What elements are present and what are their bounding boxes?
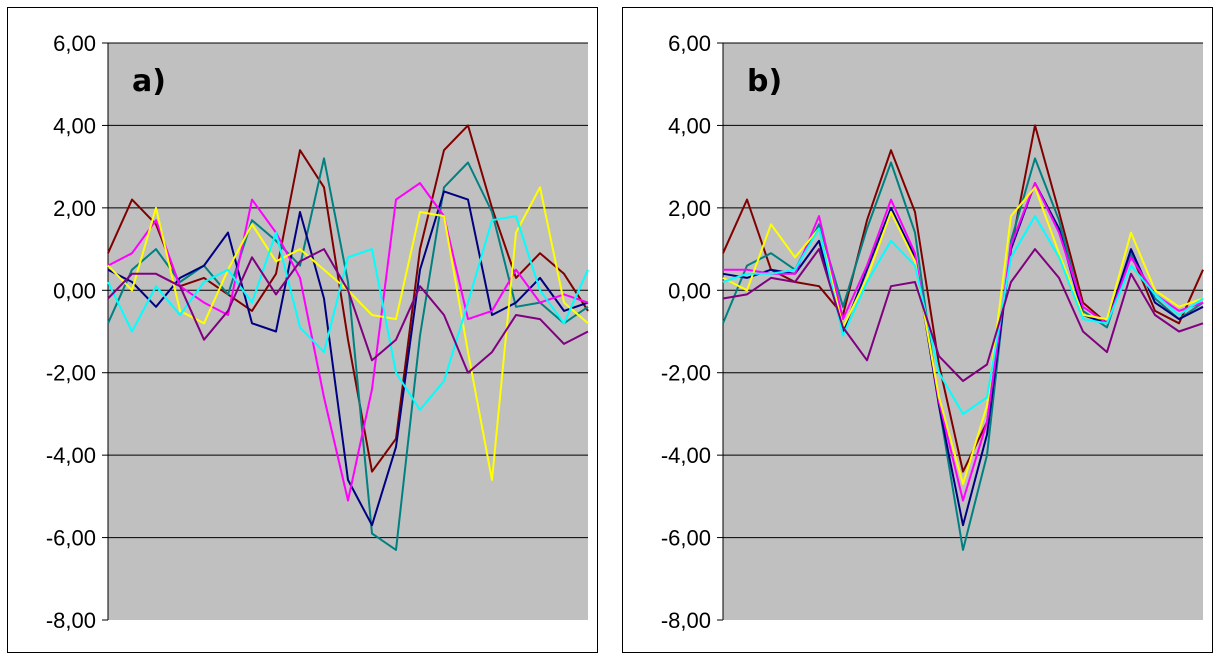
series-line-6 [722,215,1204,415]
y-tick-label: 2,00 [668,196,711,221]
y-tick-label: -2,00 [661,361,711,386]
panel-label: b) [747,64,782,99]
series-line-7 [722,248,1204,382]
y-tick-label: 0,00 [668,278,711,303]
series-line-3 [722,182,1204,527]
y-tick-label: -8,00 [46,608,96,633]
chart-panel-a: 6,00 4,00 2,00 0,00 -2,00 -4,00 -6,00 -8,00 a) [7,7,598,653]
series-line-2 [107,157,589,551]
chart-a-svg: 6,00 4,00 2,00 0,00 -2,00 -4,00 -6,00 -8,00 a) [46,31,589,633]
panel-label: a) [132,64,166,99]
y-tick-label: 4,00 [668,113,711,138]
y-tick-label: -4,00 [661,443,711,468]
y-tick-label: -4,00 [46,443,96,468]
series-line-7 [107,248,589,374]
y-tick-label: 0,00 [53,278,96,303]
y-tick-label: 6,00 [53,31,96,56]
plot-area [108,43,588,620]
y-tick-label: 6,00 [668,31,711,56]
chart-panel-b: 6,00 4,00 2,00 0,00 -2,00 -4,00 -6,00 -8,00 b) [622,7,1213,653]
series-line-5 [722,186,1204,485]
y-tick-label: -2,00 [46,361,96,386]
chart-b-svg: 6,00 4,00 2,00 0,00 -2,00 -4,00 -6,00 -8,00 b) [661,31,1204,633]
series-line-4 [107,182,589,502]
y-tick-label: -6,00 [661,526,711,551]
y-tick-label: -8,00 [661,608,711,633]
series-line-1 [107,124,589,473]
plot-area [723,43,1203,620]
y-tick-label: -6,00 [46,526,96,551]
y-tick-label: 2,00 [53,196,96,221]
y-tick-label: 4,00 [53,113,96,138]
